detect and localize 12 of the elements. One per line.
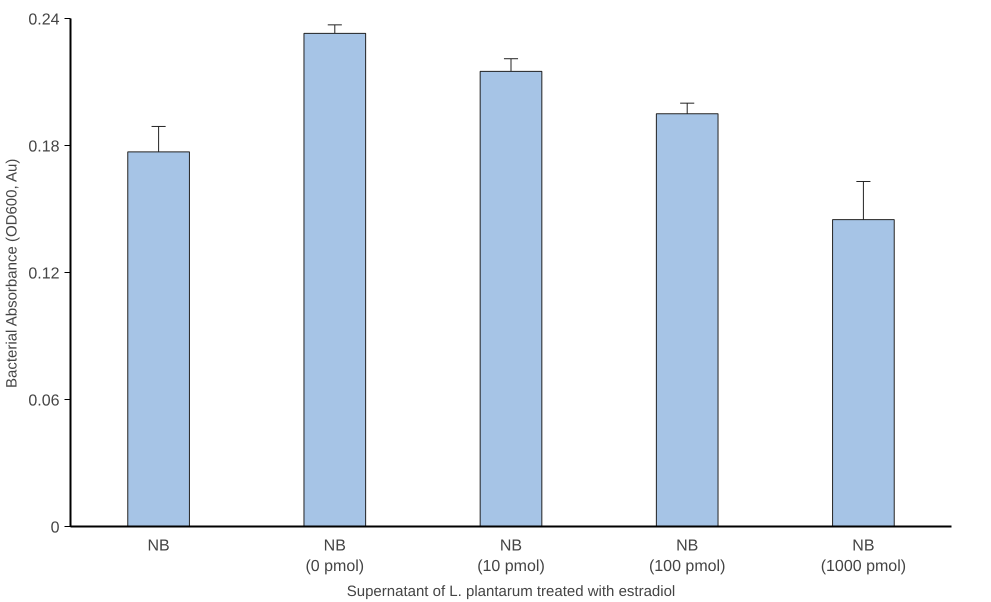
x-tick-label: NB (10 pmol) <box>477 538 545 575</box>
y-tick-label: 0.12 <box>28 266 60 282</box>
x-tick-label: NB <box>147 538 170 554</box>
y-tick-label: 0.24 <box>28 12 60 28</box>
y-tick-label: 0.18 <box>28 138 60 156</box>
y-axis-title: Bacterial Absorbance (OD600, Au) <box>3 158 20 388</box>
y-tick-label: 0.06 <box>28 392 60 410</box>
x-tick-label: NB (100 pmol) <box>648 538 726 575</box>
x-tick-label: NB (1000 pmol) <box>820 538 906 575</box>
text: 0 <box>50 520 60 536</box>
x-tick-label: NB (0 pmol) <box>305 538 364 575</box>
x-axis-title: Supernatant of L. plantarum treated with estradiol <box>346 582 676 600</box>
